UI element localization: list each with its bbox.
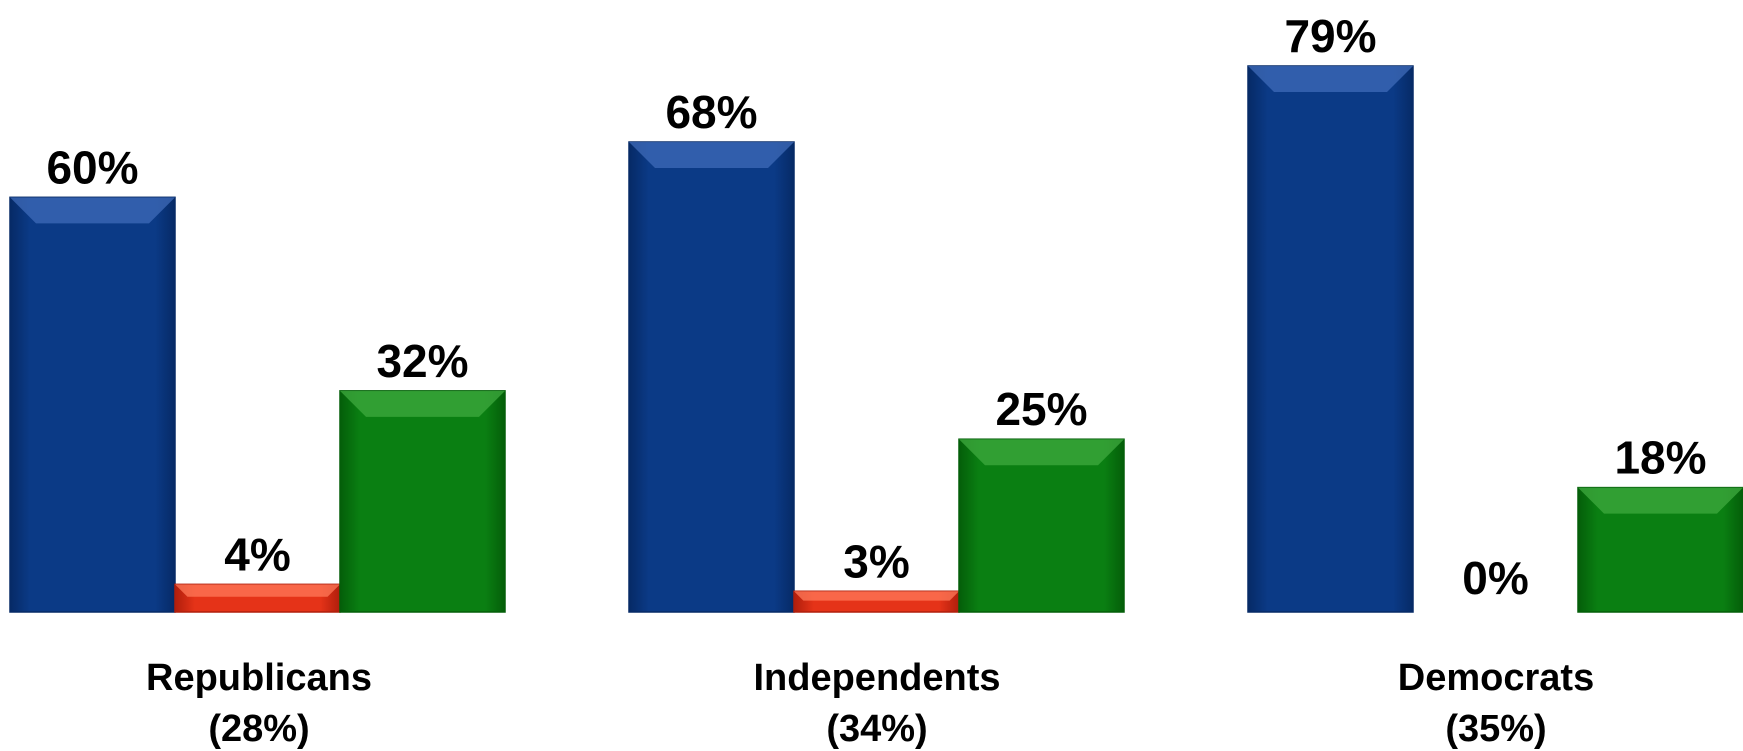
data-label-independents-series2: 3% (843, 535, 909, 587)
data-label-democrats-series3: 18% (1614, 432, 1706, 484)
bars-layer (9, 65, 1743, 613)
bar-republicans-series3 (339, 390, 506, 613)
bar-bevel-independents-series1 (629, 142, 794, 169)
data-label-democrats-series1: 79% (1284, 10, 1376, 62)
data-label-independents-series1: 68% (665, 86, 757, 138)
bar-bevel-democrats-series3 (1578, 487, 1743, 514)
bar-bevel-democrats-series1 (1248, 66, 1413, 92)
bar-independents-series3 (958, 438, 1125, 613)
bar-republicans-series1 (9, 196, 176, 613)
data-label-republicans-series3: 32% (376, 335, 468, 387)
category-share-independents: (34%) (826, 708, 927, 750)
category-share-republicans: (28%) (208, 708, 309, 750)
data-label-democrats-series2: 0% (1462, 552, 1528, 604)
data-labels-layer: 60% 4% 32% 68% 3% 25% 79% 0% 18% (46, 10, 1706, 604)
bar-bevel-republicans-series3 (340, 390, 505, 417)
category-label-republicans: Republicans (146, 657, 372, 699)
data-label-republicans-series1: 60% (46, 141, 138, 193)
bar-bevel-independents-series2 (794, 591, 959, 601)
category-labels-layer: Republicans (28%) Independents (34%) Dem… (146, 657, 1594, 750)
bar-independents-series1 (628, 141, 795, 613)
data-label-republicans-series2: 4% (224, 528, 290, 580)
bar-bevel-independents-series3 (959, 439, 1124, 466)
category-label-independents: Independents (753, 657, 1000, 699)
bar-democrats-series1 (1247, 65, 1414, 613)
category-share-democrats: (35%) (1445, 708, 1546, 750)
bar-bevel-republicans-series1 (10, 197, 175, 224)
bar-bevel-republicans-series2 (175, 584, 340, 597)
category-label-democrats: Democrats (1398, 657, 1594, 699)
data-label-independents-series3: 25% (995, 383, 1087, 435)
